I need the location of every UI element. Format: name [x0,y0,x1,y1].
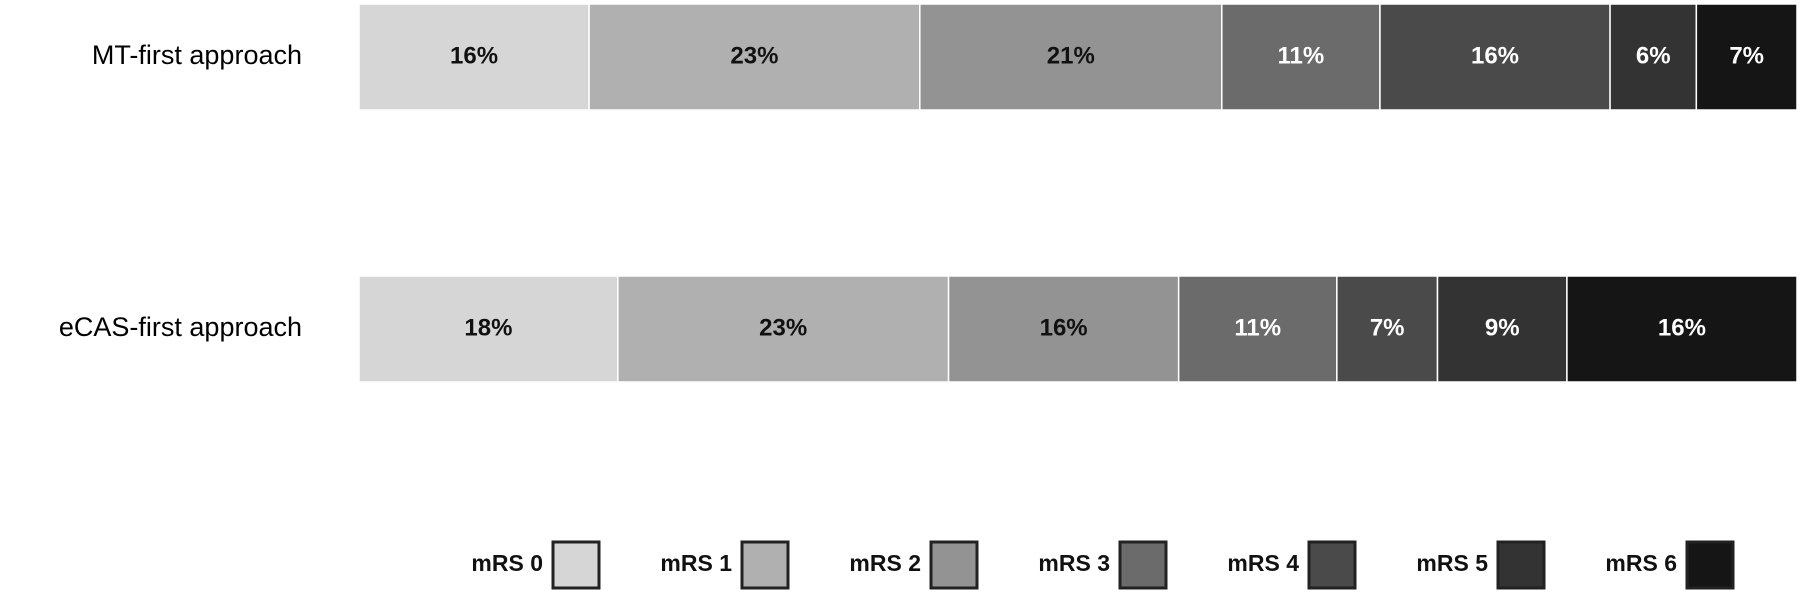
bar-segment [1609,3,1698,111]
bar-segment [1695,3,1798,111]
bar-segment [1436,275,1568,383]
legend-label: mRS 6 [1605,550,1677,576]
value-label: 16% [1658,314,1706,341]
legend-label: mRS 1 [660,550,732,576]
legend-swatch [929,540,979,590]
legend-swatch [740,540,790,590]
legend-swatch [1307,540,1357,590]
legend-label: mRS 3 [1038,550,1110,576]
value-label: 11% [1278,42,1325,69]
value-label: 16% [450,42,498,69]
bar-segment [617,275,950,383]
value-label: 23% [759,314,807,341]
bar-segment [358,275,619,383]
value-label: 11% [1234,314,1281,341]
bar-segment [358,3,590,111]
value-label: 6% [1636,42,1671,69]
value-label: 21% [1047,42,1095,69]
value-label: 7% [1729,42,1764,69]
bar-segment [588,3,921,111]
value-label: 7% [1370,314,1405,341]
legend-swatch [1496,540,1546,590]
bar-segment [919,3,1223,111]
legend-swatch [551,540,601,590]
bar-segment [1221,3,1381,111]
bar-segment [947,275,1180,383]
value-label: 23% [730,42,778,69]
legend-label: mRS 2 [849,550,921,576]
bar-segment [1336,275,1439,383]
legend-swatch [1685,540,1735,590]
legend-label: mRS 4 [1227,550,1299,576]
value-label: 18% [464,314,512,341]
bar-segment [1379,3,1611,111]
legend-swatch [1118,540,1168,590]
category-label: eCAS-first approach [59,312,302,342]
legend-label: mRS 5 [1416,550,1488,576]
legend-label: mRS 0 [471,550,543,576]
value-label: 16% [1471,42,1519,69]
value-label: 9% [1485,314,1520,341]
value-label: 16% [1040,314,1088,341]
category-label: MT-first approach [92,40,302,70]
bar-segment [1566,275,1798,383]
